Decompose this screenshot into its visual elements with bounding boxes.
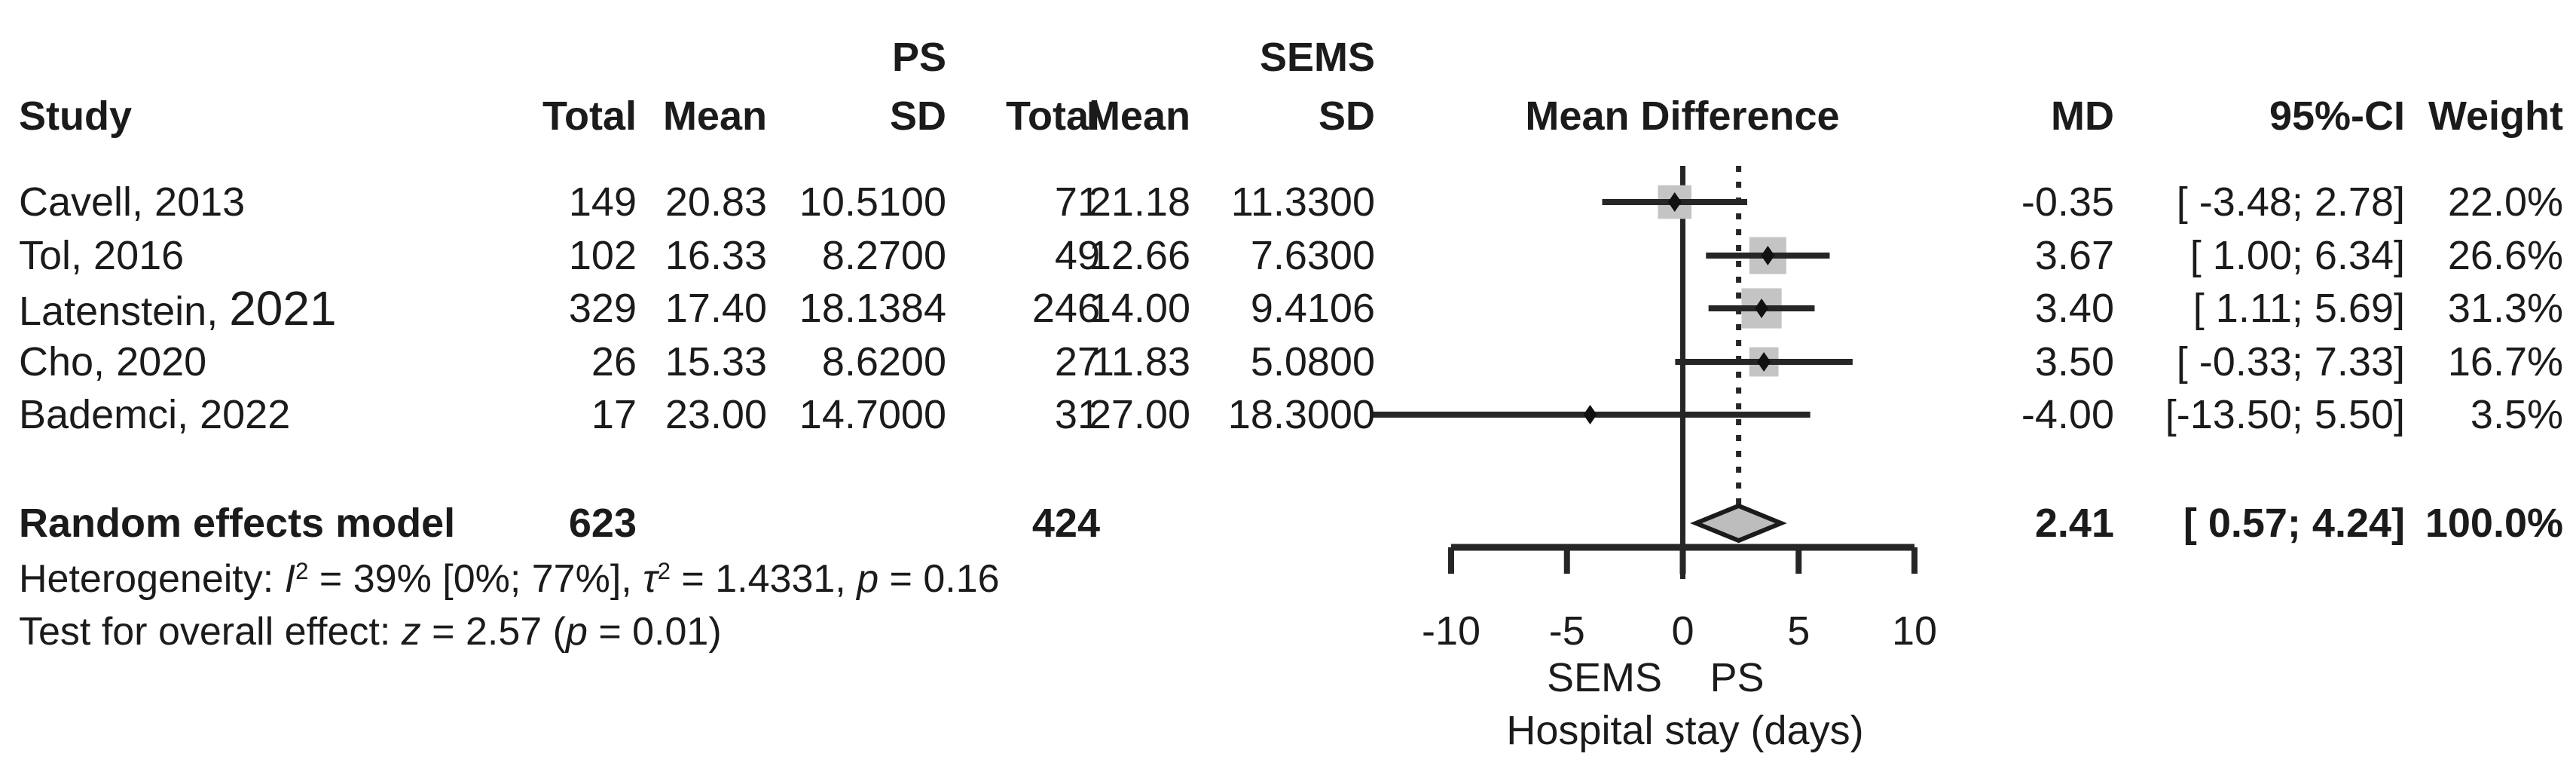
ci-value: [ -3.48; 2.78] xyxy=(2176,179,2405,225)
summary-ci-value: [ 0.57; 4.24] xyxy=(2183,501,2405,546)
col-header-study: Study xyxy=(19,93,133,139)
md-value: 3.67 xyxy=(2034,233,2114,278)
col-header-ps-group: PS xyxy=(891,35,946,80)
col-header-sems-group: SEMS xyxy=(1259,35,1375,80)
ps-total-value: 17 xyxy=(591,392,637,437)
col-header-ci: 95%-CI xyxy=(2269,93,2405,139)
sems-sd-value: 18.3000 xyxy=(1227,392,1375,437)
svg-text:PS: PS xyxy=(1710,655,1764,700)
svg-text:-10: -10 xyxy=(1422,608,1481,654)
weight-value: 16.7% xyxy=(2447,339,2563,384)
summary-ps-total: 623 xyxy=(568,501,637,546)
svg-text:-5: -5 xyxy=(1549,608,1585,654)
col-header-sems-sd: SD xyxy=(1318,93,1375,139)
i-squared-exponent: 2 xyxy=(295,557,309,584)
summary-label: Random effects model xyxy=(19,501,456,546)
sems-sd-value: 7.6300 xyxy=(1250,233,1375,278)
overall-effect-values-1: = 2.57 ( xyxy=(420,610,566,654)
col-header-sems-mean: Mean xyxy=(1086,93,1190,139)
ps-sd-value: 18.1384 xyxy=(799,286,946,331)
weight-value: 31.3% xyxy=(2447,286,2563,331)
study-year-large: 2021 xyxy=(229,281,337,335)
i-squared-symbol: I xyxy=(284,557,296,601)
ps-total-value: 26 xyxy=(591,339,637,384)
md-value: 3.40 xyxy=(2034,286,2114,331)
study-name: Cho, 2020 xyxy=(19,339,207,384)
md-value: 3.50 xyxy=(2034,339,2114,384)
ps-sd-value: 14.7000 xyxy=(799,392,946,437)
heterogeneity-values-2: = 1.4331, xyxy=(670,557,857,601)
col-header-ps-mean: Mean xyxy=(662,93,767,139)
study-name: Cavell, 2013 xyxy=(19,179,246,225)
sems-mean-value: 21.18 xyxy=(1088,179,1190,225)
sems-total-value: 31 xyxy=(1054,392,1100,437)
heterogeneity-label: Heterogeneity: xyxy=(19,557,285,601)
ps-mean-value: 20.83 xyxy=(665,179,767,225)
ps-total-value: 149 xyxy=(568,179,637,225)
summary-sems-total: 424 xyxy=(1031,501,1100,546)
study-name: Tol, 2016 xyxy=(19,233,185,278)
heterogeneity-values-3: = 0.16 xyxy=(879,557,1000,601)
tau-squared-exponent: 2 xyxy=(657,557,671,584)
ps-mean-value: 15.33 xyxy=(665,339,767,384)
p-symbol: p xyxy=(565,610,588,654)
ps-total-value: 329 xyxy=(568,286,637,331)
ci-value: [ 1.00; 6.34] xyxy=(2189,233,2405,278)
ci-value: [ 1.11; 5.69] xyxy=(2193,286,2405,331)
ps-mean-value: 17.40 xyxy=(665,286,767,331)
sems-mean-value: 27.00 xyxy=(1088,392,1190,437)
ps-total-value: 102 xyxy=(568,233,637,278)
ps-sd-value: 8.6200 xyxy=(821,339,946,384)
weight-value: 26.6% xyxy=(2447,233,2563,278)
z-symbol: z xyxy=(401,610,421,654)
ps-sd-value: 8.2700 xyxy=(821,233,946,278)
tau-squared-symbol: τ xyxy=(643,557,658,601)
ci-value: [-13.50; 5.50] xyxy=(2165,392,2405,437)
sems-total-value: 27 xyxy=(1054,339,1100,384)
ps-mean-value: 16.33 xyxy=(665,233,767,278)
heterogeneity-values-1: = 39% [0%; 77%], xyxy=(308,557,643,601)
col-header-md: MD xyxy=(2051,93,2114,139)
weight-value: 22.0% xyxy=(2447,179,2563,225)
overall-effect-note: Test for overall effect: z = 2.57 (p = 0… xyxy=(19,612,722,651)
sems-mean-value: 14.00 xyxy=(1088,286,1190,331)
sems-total-value: 246 xyxy=(1031,286,1100,331)
md-value: -4.00 xyxy=(2021,392,2114,437)
summary-weight-value: 100.0% xyxy=(2425,501,2563,546)
svg-text:10: 10 xyxy=(1892,608,1937,654)
sems-sd-value: 5.0800 xyxy=(1250,339,1375,384)
ci-value: [ -0.33; 7.33] xyxy=(2176,339,2405,384)
svg-text:Hospital stay (days): Hospital stay (days) xyxy=(1506,708,1863,753)
col-header-ps-sd: SD xyxy=(889,93,946,139)
col-header-weight: Weight xyxy=(2428,93,2563,139)
ps-sd-value: 10.5100 xyxy=(799,179,946,225)
heterogeneity-note: Heterogeneity: I2 = 39% [0%; 77%], τ2 = … xyxy=(19,559,1000,599)
col-header-ps-total: Total xyxy=(542,93,637,139)
study-name: Bademci, 2022 xyxy=(19,392,291,437)
ps-mean-value: 23.00 xyxy=(665,392,767,437)
weight-value: 3.5% xyxy=(2470,392,2563,437)
md-value: -0.35 xyxy=(2021,179,2114,225)
overall-effect-values-2: = 0.01) xyxy=(587,610,722,654)
col-header-sems-total: Total xyxy=(1006,93,1100,139)
sems-sd-value: 11.3300 xyxy=(1230,179,1375,225)
svg-text:0: 0 xyxy=(1671,608,1694,654)
sems-total-value: 49 xyxy=(1054,233,1100,278)
study-name-text: Latenstein, xyxy=(19,289,230,334)
p-symbol: p xyxy=(857,557,879,601)
svg-text:5: 5 xyxy=(1787,608,1810,654)
summary-md-value: 2.41 xyxy=(2034,501,2114,546)
study-name: Latenstein, 2021 xyxy=(19,284,337,332)
col-header-mean-difference: Mean Difference xyxy=(1525,93,1840,139)
sems-total-value: 71 xyxy=(1054,179,1100,225)
sems-sd-value: 9.4106 xyxy=(1250,286,1375,331)
sems-mean-value: 12.66 xyxy=(1088,233,1190,278)
overall-effect-label: Test for overall effect: xyxy=(19,610,402,654)
sems-mean-value: 11.83 xyxy=(1091,339,1190,384)
svg-text:SEMS: SEMS xyxy=(1547,655,1662,700)
